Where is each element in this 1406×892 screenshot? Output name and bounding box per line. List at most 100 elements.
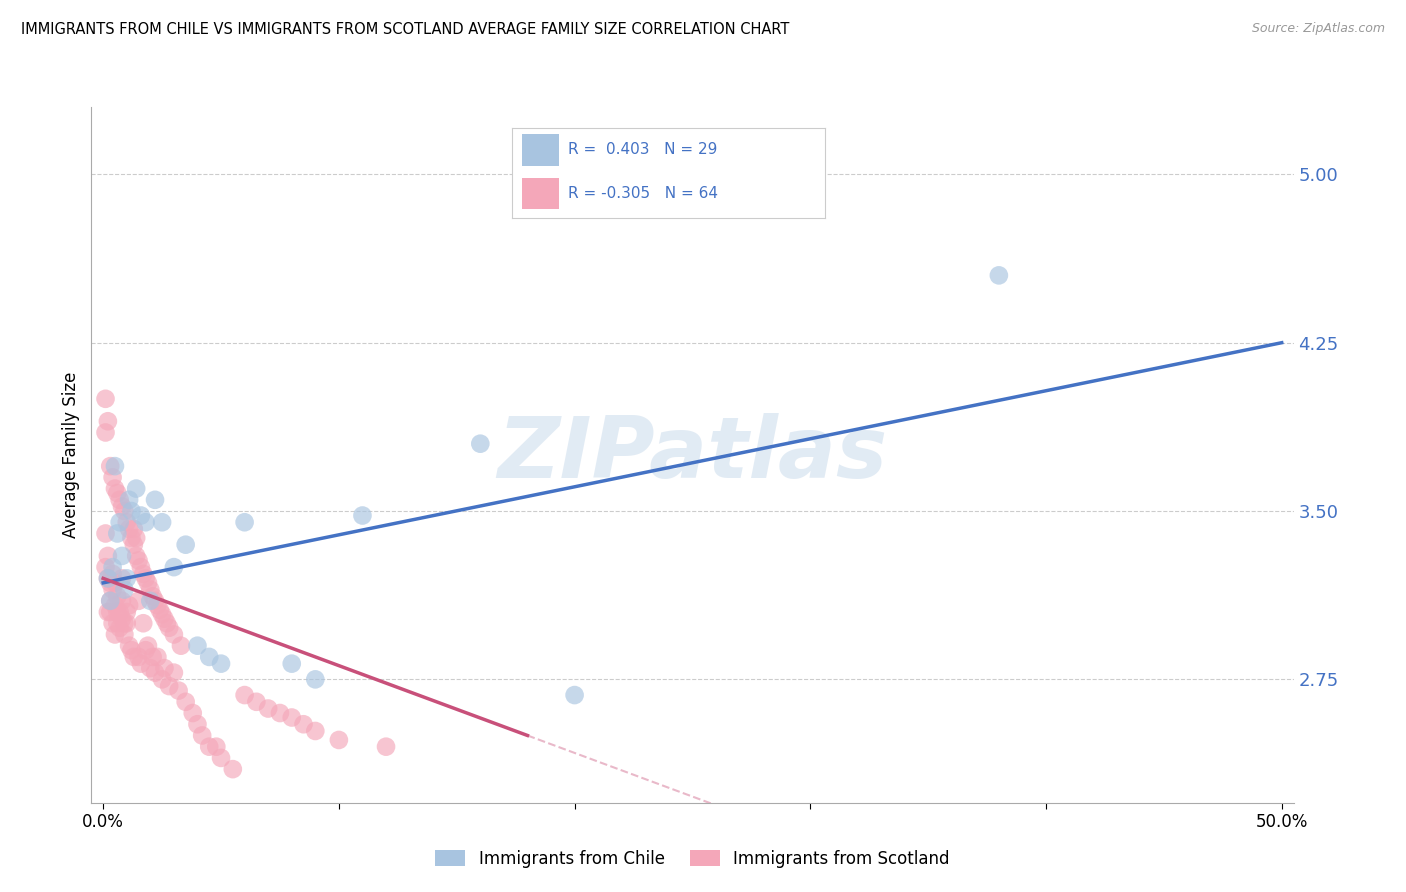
Point: [153, 612, 176, 626]
Point: [105, 605, 128, 619]
Point: [135, 515, 157, 529]
Point: [98, 575, 121, 590]
Point: [987, 268, 1010, 283]
Point: [139, 582, 162, 597]
Point: [98, 594, 121, 608]
Point: [156, 616, 179, 631]
Point: [108, 492, 131, 507]
Point: [115, 571, 138, 585]
Point: [112, 627, 135, 641]
Point: [191, 729, 214, 743]
Point: [120, 504, 143, 518]
Point: [167, 683, 190, 698]
Point: [122, 649, 145, 664]
Point: [120, 531, 143, 545]
Point: [118, 522, 141, 536]
Point: [129, 560, 152, 574]
Y-axis label: Average Family Size: Average Family Size: [62, 372, 80, 538]
Text: ZIPatlas: ZIPatlas: [498, 413, 887, 497]
Point: [149, 603, 172, 617]
Point: [142, 590, 165, 604]
Point: [281, 657, 304, 671]
Point: [129, 657, 152, 671]
Point: [128, 553, 150, 567]
Point: [136, 575, 159, 590]
Point: [150, 607, 173, 622]
Point: [125, 482, 148, 496]
Point: [186, 639, 208, 653]
Legend: Immigrants from Chile, Immigrants from Scotland: Immigrants from Chile, Immigrants from S…: [429, 843, 956, 874]
Point: [112, 582, 135, 597]
Point: [98, 459, 121, 474]
Point: [108, 621, 131, 635]
Point: [125, 549, 148, 563]
Point: [97, 414, 120, 428]
Point: [98, 594, 121, 608]
Point: [105, 526, 128, 541]
Point: [111, 549, 134, 563]
Point: [98, 605, 121, 619]
Point: [233, 688, 256, 702]
Point: [564, 688, 586, 702]
Point: [170, 639, 193, 653]
Point: [97, 571, 120, 585]
Point: [269, 706, 291, 720]
Point: [328, 733, 350, 747]
Point: [153, 661, 176, 675]
Point: [304, 723, 326, 738]
Point: [375, 739, 398, 754]
Point: [97, 605, 120, 619]
Point: [222, 762, 245, 776]
Point: [205, 739, 228, 754]
Point: [111, 571, 134, 585]
Text: Source: ZipAtlas.com: Source: ZipAtlas.com: [1251, 22, 1385, 36]
Point: [118, 492, 141, 507]
Point: [129, 508, 152, 523]
Point: [104, 459, 127, 474]
Point: [150, 515, 173, 529]
Point: [174, 695, 197, 709]
Point: [139, 661, 162, 675]
Point: [143, 492, 166, 507]
Point: [136, 639, 159, 653]
Point: [163, 560, 186, 574]
Point: [104, 482, 127, 496]
Point: [115, 515, 138, 529]
Point: [105, 486, 128, 500]
Point: [101, 470, 124, 484]
Point: [157, 621, 180, 635]
Point: [146, 599, 169, 613]
Point: [94, 392, 117, 406]
Point: [104, 575, 127, 590]
Point: [94, 560, 117, 574]
Point: [209, 657, 232, 671]
Point: [94, 425, 117, 440]
Point: [470, 436, 492, 450]
Point: [142, 649, 165, 664]
Point: [139, 594, 162, 608]
Point: [115, 605, 138, 619]
Point: [163, 627, 186, 641]
Point: [128, 594, 150, 608]
Point: [257, 701, 280, 715]
Point: [104, 599, 127, 613]
Point: [143, 665, 166, 680]
Point: [281, 710, 304, 724]
Point: [157, 679, 180, 693]
Point: [122, 522, 145, 536]
Point: [108, 515, 131, 529]
Point: [198, 739, 221, 754]
Point: [209, 751, 232, 765]
Point: [174, 538, 197, 552]
Point: [94, 526, 117, 541]
Point: [304, 673, 326, 687]
Point: [101, 616, 124, 631]
Point: [245, 695, 267, 709]
Point: [101, 582, 124, 597]
Point: [105, 616, 128, 631]
Point: [186, 717, 208, 731]
Point: [104, 627, 127, 641]
Point: [111, 500, 134, 514]
Point: [120, 643, 143, 657]
Point: [292, 717, 315, 731]
